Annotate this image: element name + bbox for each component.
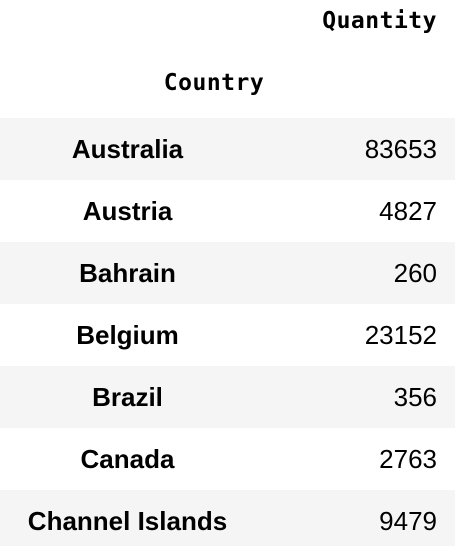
quantity-cell: 83653 xyxy=(364,134,437,164)
table-row: Bahrain 260 xyxy=(0,242,455,304)
country-cell: Bahrain xyxy=(79,258,176,288)
country-cell: Brazil xyxy=(92,382,163,412)
table-row: Belgium 23152 xyxy=(0,304,455,366)
table-row: Brazil 356 xyxy=(0,366,455,428)
quantity-cell: 2763 xyxy=(379,444,437,474)
table-row: Canada 2763 xyxy=(0,428,455,490)
quantity-cell: 23152 xyxy=(364,320,437,350)
country-cell: Channel Islands xyxy=(27,506,228,536)
country-cell: Austria xyxy=(82,196,173,226)
table-row: Austria 4827 xyxy=(0,180,455,242)
index-header-row: Country xyxy=(0,52,455,119)
quantity-cell: 356 xyxy=(393,382,437,412)
country-cell: Canada xyxy=(80,444,175,474)
table-row: Channel Islands 9479 xyxy=(0,490,455,546)
country-index-header: Country xyxy=(163,70,265,96)
table-row: Australia 83653 xyxy=(0,118,455,180)
quantity-cell: 9479 xyxy=(379,506,437,536)
country-cell: Australia xyxy=(71,134,184,164)
table-body: Australia 83653 Austria 4827 Bahrain 260… xyxy=(0,118,455,546)
column-header-row: Quantity xyxy=(0,0,455,52)
quantity-cell: 260 xyxy=(393,258,437,288)
quantity-cell: 4827 xyxy=(379,196,437,226)
quantity-column-header: Quantity xyxy=(322,8,437,34)
country-cell: Belgium xyxy=(76,320,179,350)
